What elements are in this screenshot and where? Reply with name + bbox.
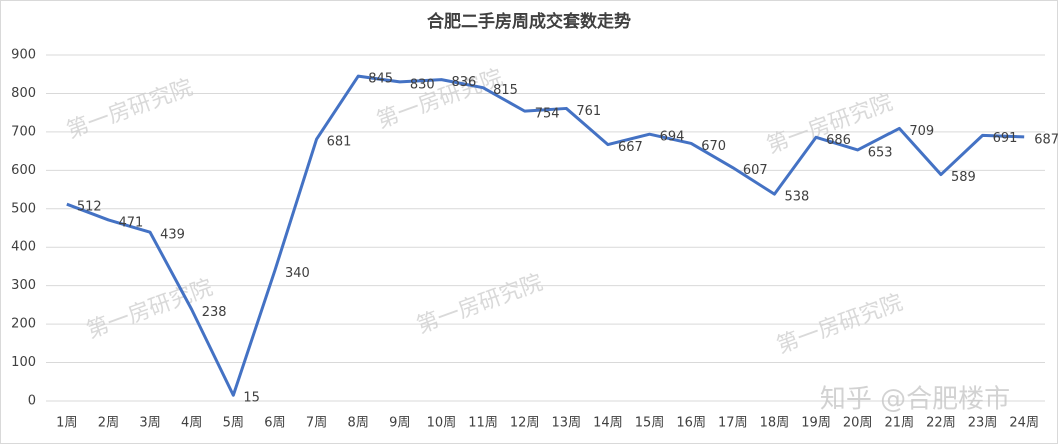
y-tick-label: 500 [11,201,36,216]
data-label: 439 [160,228,185,243]
series-line [66,74,1025,397]
x-tick-label: 9周 [389,416,410,431]
data-label: 340 [285,266,310,281]
data-label: 709 [909,124,934,139]
data-label: 667 [618,140,643,155]
y-tick-label: 0 [28,394,36,409]
data-label: 815 [493,83,518,98]
x-tick-label: 7周 [306,416,327,431]
x-tick-label: 16周 [676,416,706,431]
x-tick-label: 1周 [56,416,77,431]
y-tick-label: 100 [11,355,36,370]
data-label: 691 [993,131,1018,146]
y-tick-label: 300 [11,278,36,293]
x-tick-label: 14周 [593,416,623,431]
data-label: 686 [826,133,851,148]
x-tick-label: 6周 [264,416,285,431]
y-tick-label: 900 [11,48,36,63]
chart-title: 合肥二手房周成交套数走势 [427,11,631,32]
data-label: 471 [118,215,143,230]
x-tick-label: 24周 [1009,416,1039,431]
data-label: 694 [660,130,685,145]
data-label: 836 [451,75,476,90]
watermark: 知乎 @合肥楼市 [820,385,1010,415]
y-tick-label: 400 [11,240,36,255]
x-tick-label: 12周 [510,416,540,431]
x-tick-label: 23周 [968,416,998,431]
data-label: 607 [743,163,768,178]
data-label: 238 [202,305,227,320]
x-tick-label: 19周 [801,416,831,431]
x-tick-label: 18周 [760,416,790,431]
x-tick-label: 11周 [468,416,498,431]
x-tick-label: 21周 [885,416,915,431]
data-label: 830 [410,77,435,92]
data-label: 15 [243,391,260,406]
y-tick-label: 700 [11,124,36,139]
x-tick-label: 13周 [552,416,582,431]
x-tick-label: 17周 [718,416,748,431]
data-label: 687 [1034,132,1058,147]
x-tick-label: 10周 [427,416,457,431]
data-label: 589 [951,170,976,185]
data-label: 512 [77,200,102,215]
x-tick-label: 22周 [926,416,956,431]
x-tick-label: 20周 [843,416,873,431]
x-tick-label: 2周 [98,416,119,431]
data-label: 754 [535,107,560,122]
x-tick-label: 3周 [139,416,160,431]
x-tick-label: 8周 [348,416,369,431]
data-label: 538 [784,190,809,205]
y-tick-label: 200 [11,317,36,332]
data-label: 761 [576,104,601,119]
x-tick-label: 4周 [181,416,202,431]
x-tick-label: 5周 [223,416,244,431]
data-label: 845 [368,72,393,87]
data-label: 681 [327,135,352,150]
y-tick-label: 800 [11,86,36,101]
data-label: 670 [701,139,726,154]
data-label: 653 [868,145,893,160]
y-tick-label: 600 [11,163,36,178]
x-tick-label: 15周 [635,416,665,431]
